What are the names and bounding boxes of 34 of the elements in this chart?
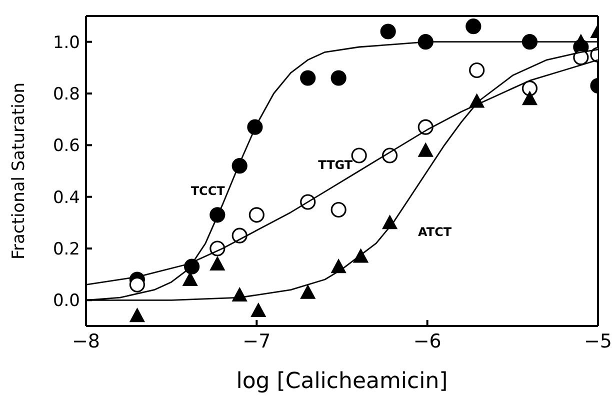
point <box>522 91 538 106</box>
y-tick-label: 0.4 <box>52 188 80 208</box>
point <box>250 303 266 317</box>
annotation: TCCT <box>190 184 225 198</box>
point <box>351 148 367 164</box>
point <box>182 272 198 286</box>
point <box>466 18 482 34</box>
point <box>300 284 316 299</box>
point <box>300 70 316 86</box>
y-tick-label: 0.2 <box>52 240 80 260</box>
point <box>248 207 264 223</box>
annotation: TTGT <box>318 158 353 172</box>
y-tick-label: 0.8 <box>52 84 80 105</box>
point <box>210 256 225 270</box>
x-tick-label: −6 <box>413 330 442 352</box>
point <box>330 202 346 218</box>
y-tick-label: 1.0 <box>52 32 80 53</box>
point <box>130 308 145 322</box>
point <box>573 34 588 48</box>
y-tick-label: 0.0 <box>52 291 80 312</box>
x-tick-label: −5 <box>584 330 612 352</box>
point <box>129 276 145 292</box>
x-tick-label: −7 <box>242 330 271 352</box>
point <box>330 70 346 86</box>
point <box>469 62 485 78</box>
y-axis-title: Fractional Saturation <box>9 82 30 260</box>
x-axis-title: log [Calicheamicin] <box>236 369 448 394</box>
y-tick-label: 0.6 <box>52 136 80 156</box>
annotation: ATCT <box>418 225 452 240</box>
point <box>418 142 434 157</box>
x-tick-label: −8 <box>72 330 100 352</box>
point <box>232 158 248 174</box>
point <box>353 248 368 263</box>
point <box>380 24 396 40</box>
